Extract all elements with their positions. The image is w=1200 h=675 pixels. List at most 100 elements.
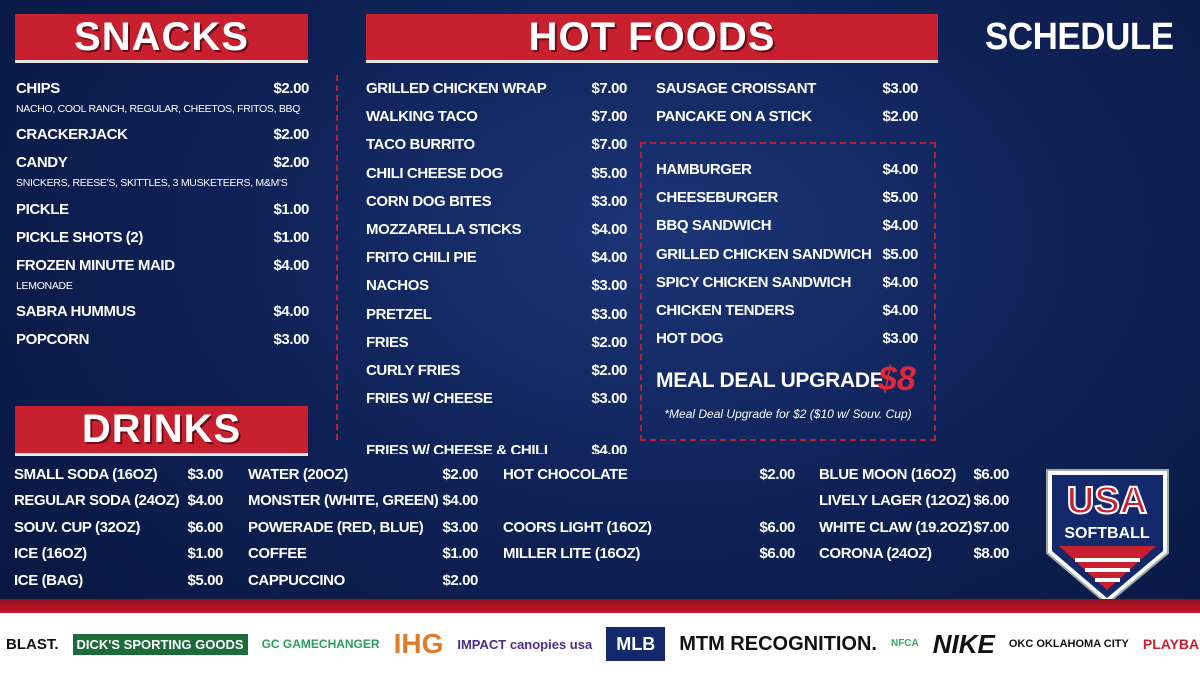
- item-price: $5.00: [187, 572, 223, 589]
- item-price: $3.00: [882, 330, 918, 348]
- item-name: FRIES W/ CHEESE: [366, 390, 493, 408]
- item-name: TACO BURRITO: [366, 136, 475, 154]
- item-name: ICE (BAG): [14, 572, 83, 589]
- item-price: $4.00: [273, 303, 309, 320]
- sponsor-logo: PLAYBALL: [1142, 636, 1200, 652]
- item-name: SMALL SODA (16OZ): [14, 466, 158, 483]
- item-name: CHEESEBURGER: [656, 189, 778, 207]
- item-name: FRITO CHILI PIE: [366, 249, 477, 267]
- item-name: COORS LIGHT (16OZ): [503, 519, 652, 536]
- item-price: $6.00: [973, 466, 1009, 483]
- item-price: $2.00: [591, 333, 627, 351]
- item-name: CORONA (24OZ): [819, 545, 932, 562]
- sponsor-logo: GC GAMECHANGER: [261, 637, 380, 651]
- item-price: $3.00: [442, 519, 478, 536]
- item-price: $4.00: [882, 273, 918, 291]
- meal-deal-note: *Meal Deal Upgrade for $2 ($10 w/ Souv. …: [664, 407, 912, 421]
- item-name: POPCORN: [16, 331, 90, 348]
- item-name: FROZEN MINUTE MAID: [16, 257, 175, 274]
- item-name: CURLY FRIES: [366, 362, 460, 379]
- item-price: $2.00: [442, 572, 478, 589]
- item-price: $7.00: [591, 80, 627, 97]
- sponsor-logo: OKC OKLAHOMA CITY: [1008, 637, 1129, 650]
- item-name: CORN DOG BITES: [366, 192, 492, 210]
- item-price: $6.00: [759, 545, 795, 562]
- item-price: $3.00: [591, 277, 627, 295]
- sponsor-logo: NIKE: [932, 629, 995, 659]
- item-price: $3.00: [591, 305, 627, 323]
- item-name: MILLER LITE (16OZ): [503, 545, 640, 562]
- item-name: PANCAKE ON A STICK: [656, 108, 812, 125]
- item-name: LIVELY LAGER (12OZ): [819, 492, 971, 509]
- item-price: $1.00: [273, 229, 309, 246]
- item-price: $4.00: [591, 221, 627, 238]
- meal-deal-box: [640, 142, 936, 441]
- item-name: CAPPUCCINO: [248, 572, 345, 589]
- item-price: $7.00: [591, 108, 627, 126]
- item-price: $6.00: [187, 519, 223, 536]
- snack-item-detail: LEMONADE: [16, 280, 73, 292]
- item-price: $4.00: [442, 492, 478, 509]
- item-name: REGULAR SODA (24OZ): [14, 492, 180, 509]
- item-name: SPICY CHICKEN SANDWICH: [656, 273, 852, 291]
- item-name: WALKING TACO: [366, 108, 478, 126]
- item-price: $4.00: [273, 257, 309, 274]
- sponsor-logo: BLAST.: [6, 635, 59, 653]
- item-name: WHITE CLAW (19.2OZ): [819, 519, 973, 536]
- item-price: $5.00: [882, 189, 918, 207]
- sponsor-logo: MTM RECOGNITION.: [679, 633, 877, 655]
- item-price: $2.00: [273, 126, 309, 143]
- item-price: $2.00: [273, 154, 309, 171]
- item-price: $4.00: [187, 492, 223, 509]
- item-price: $6.00: [759, 519, 795, 536]
- item-name: CHILI CHEESE DOG: [366, 164, 503, 182]
- divider: [336, 75, 338, 440]
- item-price: $6.00: [973, 492, 1009, 509]
- sponsor-logo: NFCA: [890, 638, 919, 649]
- item-price: $3.00: [882, 80, 918, 97]
- item-name: GRILLED CHICKEN SANDWICH: [656, 245, 872, 263]
- meal-deal-price: $8: [878, 360, 916, 398]
- item-price: $1.00: [187, 545, 223, 562]
- item-name: PICKLE: [16, 201, 69, 218]
- item-name: SABRA HUMMUS: [16, 303, 136, 320]
- item-name: GRILLED CHICKEN WRAP: [366, 80, 547, 97]
- item-name: MONSTER (WHITE, GREEN): [248, 492, 439, 509]
- item-price: $2.00: [442, 466, 478, 483]
- item-name: WATER (20OZ): [248, 466, 348, 483]
- item-name: ICE (16OZ): [14, 545, 87, 562]
- sponsor-logo: DICK'S SPORTING GOODS: [72, 633, 248, 655]
- item-name: CHIPS: [16, 80, 60, 97]
- item-name: PRETZEL: [366, 305, 432, 323]
- item-price: $2.00: [882, 108, 918, 125]
- item-name: CANDY: [16, 154, 68, 171]
- item-price: $4.00: [591, 249, 627, 267]
- usa-softball-logo: USA SOFTBALL: [1046, 469, 1169, 606]
- sponsor-logo: IHG: [393, 628, 444, 659]
- item-name: BLUE MOON (16OZ): [819, 466, 956, 483]
- snack-item-detail: NACHO, COOL RANCH, REGULAR, CHEETOS, FRI…: [16, 103, 301, 115]
- meal-deal-label: MEAL DEAL UPGRADE: [656, 369, 884, 392]
- item-name: PICKLE SHOTS (2): [16, 229, 143, 246]
- item-price: $1.00: [273, 201, 309, 218]
- item-name: MOZZARELLA STICKS: [366, 221, 522, 238]
- logo-usa-text: USA: [1067, 480, 1147, 522]
- item-name: HOT DOG: [656, 330, 724, 348]
- item-price: $2.00: [273, 80, 309, 97]
- hot-foods-header: HOT FOODS: [366, 14, 938, 63]
- item-name: CHICKEN TENDERS: [656, 302, 795, 319]
- sponsor-logo: MLB: [606, 627, 666, 661]
- item-price: $2.00: [591, 362, 627, 379]
- item-price: $2.00: [759, 466, 795, 483]
- item-price: $8.00: [973, 545, 1009, 562]
- item-price: $5.00: [591, 164, 627, 182]
- item-price: $3.00: [591, 390, 627, 408]
- item-price: $3.00: [273, 331, 309, 348]
- clipped-item: FRIES W/ CHEESE & CHILI $4.00: [366, 442, 627, 454]
- item-name: COFFEE: [248, 545, 307, 562]
- item-price: $7.00: [591, 136, 627, 154]
- sponsor-strip: BLAST. DICK'S SPORTING GOODS GC GAMECHANGE…: [0, 613, 1200, 675]
- snacks-header: SNACKS: [15, 14, 308, 63]
- item-name: CRACKERJACK: [16, 126, 128, 143]
- sponsor-logo: IMPACT canopies usa: [457, 636, 593, 652]
